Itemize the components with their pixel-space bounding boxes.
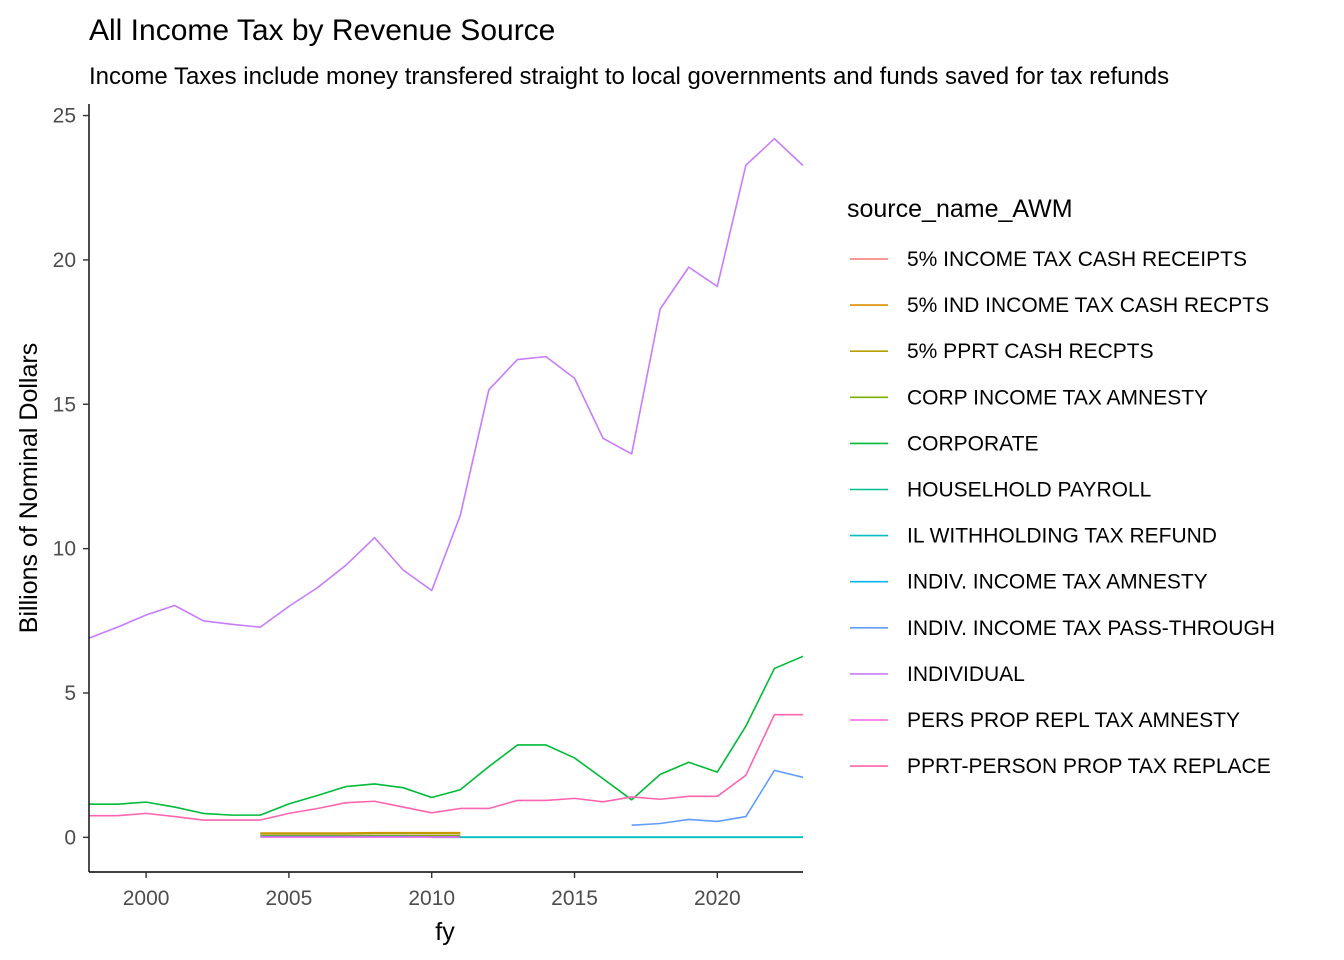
legend-label-5-income-tax-cash-receipts: 5% INCOME TAX CASH RECEIPTS [907, 248, 1247, 271]
y-axis-ticks: 0 5 10 15 20 25 [53, 105, 89, 849]
y-tick-label: 15 [53, 393, 76, 416]
legend-label-5-pprt-cash-recpts: 5% PPRT CASH RECPTS [907, 340, 1154, 363]
y-tick-label: 25 [53, 105, 76, 128]
legend-label-corp-income-tax-amnesty: CORP INCOME TAX AMNESTY [907, 386, 1208, 409]
series-line-pprt-person-prop-tax-replace [89, 713, 803, 821]
chart-subtitle: Income Taxes include money transfered st… [89, 63, 1169, 90]
legend-label-corporate: CORPORATE [907, 432, 1038, 455]
series-line-indiv-income-tax-pass-through [631, 769, 804, 827]
y-tick-label: 5 [64, 682, 76, 705]
legend-label-individual: INDIVIDUAL [907, 663, 1025, 686]
x-tick-label: 2015 [551, 887, 598, 910]
x-tick-label: 2005 [266, 887, 313, 910]
legend-label-5-ind-income-tax-cash-recpts: 5% IND INCOME TAX CASH RECPTS [907, 294, 1269, 317]
chart-title: All Income Tax by Revenue Source [89, 14, 555, 47]
plot-area: 0 5 10 15 20 25 2000 2005 2010 2015 2020 [53, 104, 804, 910]
y-tick-label: 10 [53, 538, 76, 561]
series-layer [88, 137, 804, 839]
x-tick-label: 2020 [694, 887, 741, 910]
legend-label-pprt-person-prop-tax-replace: PPRT-PERSON PROP TAX REPLACE [907, 755, 1271, 778]
series-line-individual [88, 137, 804, 639]
legend-title: source_name_AWM [847, 195, 1073, 223]
legend-items: 5% INCOME TAX CASH RECEIPTS 5% IND INCOME… [850, 248, 1275, 778]
legend-label-pers-prop-repl-tax-amnesty: PERS PROP REPL TAX AMNESTY [907, 709, 1240, 732]
legend-label-indiv-income-tax-pass-through: INDIV. INCOME TAX PASS-THROUGH [907, 617, 1275, 640]
x-tick-label: 2000 [123, 887, 170, 910]
x-axis-title: fy [435, 918, 455, 946]
legend-label-indiv-income-tax-amnesty: INDIV. INCOME TAX AMNESTY [907, 571, 1208, 594]
y-tick-label: 0 [64, 826, 76, 849]
x-axis-ticks: 2000 2005 2010 2015 2020 [123, 872, 741, 910]
legend: source_name_AWM 5% INCOME TAX CASH RECEI… [847, 195, 1275, 778]
legend-label-il-withholding-tax-refund: IL WITHHOLDING TAX REFUND [907, 525, 1217, 548]
y-axis-title: Billions of Nominal Dollars [15, 343, 43, 633]
y-tick-label: 20 [53, 249, 76, 272]
x-tick-label: 2010 [408, 887, 455, 910]
series-line-corporate [89, 655, 804, 816]
legend-label-houselhold-payroll: HOUSELHOLD PAYROLL [907, 479, 1151, 502]
